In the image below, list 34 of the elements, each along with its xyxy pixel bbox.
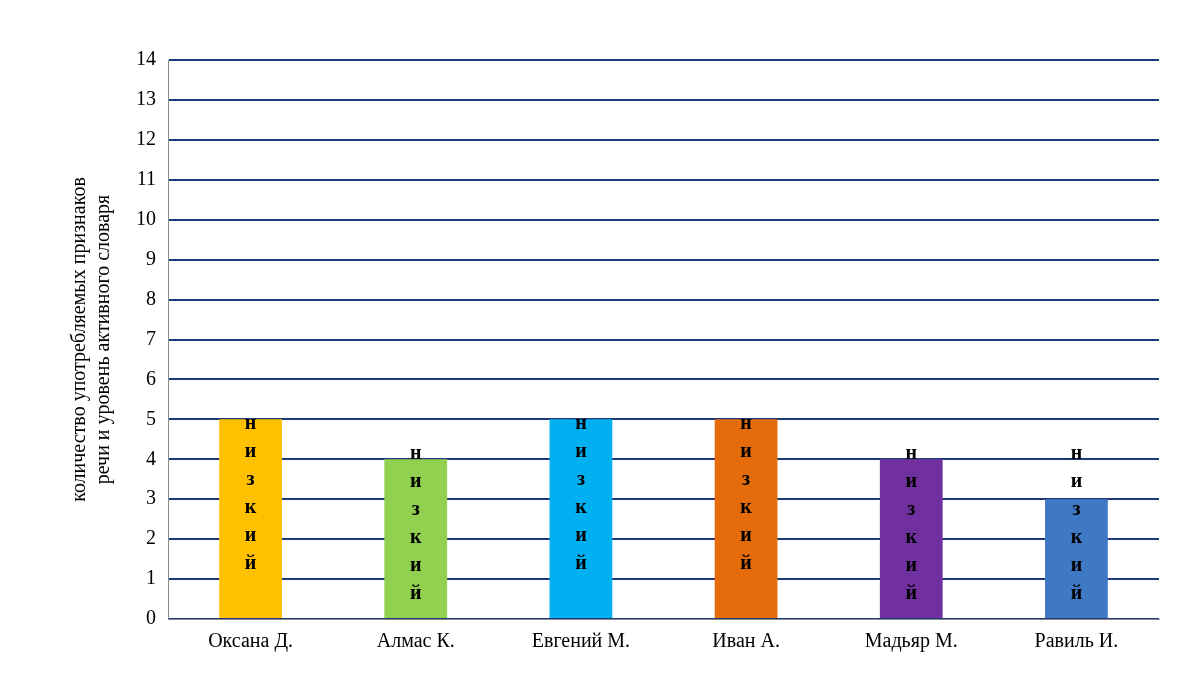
y-tick-label: 1 (146, 566, 156, 589)
y-tick-label: 4 (146, 446, 156, 469)
bar (549, 419, 613, 618)
x-tick-label: Равиль И. (1034, 629, 1119, 652)
data-label: низкий (905, 441, 918, 604)
y-tick-label: 9 (146, 246, 156, 269)
y-tick-label: 2 (146, 526, 156, 549)
y-tick-label: 11 (136, 167, 156, 190)
data-label: низкий (575, 410, 588, 573)
bar (879, 459, 943, 618)
bar (219, 419, 282, 618)
y-tick-label: 8 (146, 286, 156, 309)
bar (714, 419, 778, 618)
y-axis-title: количество употребляемых признаков речи и уровень активного словаря (67, 177, 115, 502)
x-tick-label: Алмас К. (376, 629, 455, 652)
x-tick-label: Мадьяр М. (864, 629, 958, 653)
x-tick-label: Евгений М. (531, 629, 631, 652)
y-tick-label: 10 (136, 206, 156, 229)
y-tick-label: 0 (146, 606, 156, 629)
y-tick-label: 14 (136, 47, 156, 70)
data-label: низкий (740, 410, 753, 573)
x-tick-label: Оксана Д. (208, 629, 294, 653)
y-tick-label: 6 (146, 366, 156, 389)
data-label: низкий (244, 410, 257, 573)
data-label: низкий (409, 441, 422, 604)
bar (1045, 499, 1108, 618)
y-tick-label: 3 (146, 486, 156, 509)
y-tick-label: 13 (136, 87, 156, 110)
bar (384, 459, 448, 618)
y-tick-label: 5 (146, 406, 156, 429)
data-label: низкий (1070, 441, 1083, 604)
x-tick-label: Иван А. (712, 629, 780, 652)
y-tick-label: 12 (136, 127, 156, 150)
y-tick-label: 7 (146, 326, 156, 349)
